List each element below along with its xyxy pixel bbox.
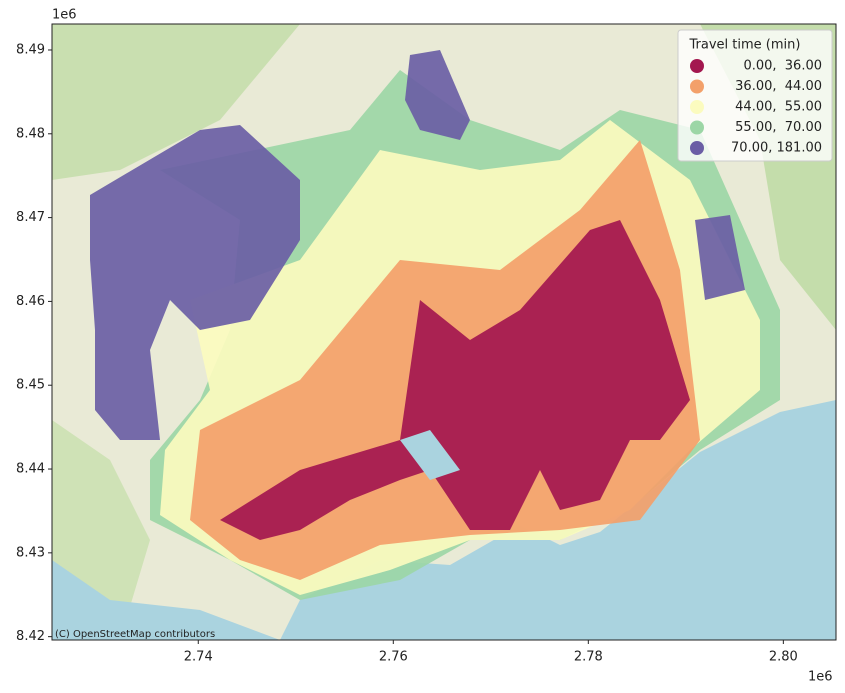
y-tick-label: 8.44 [16, 462, 45, 477]
x-tick-label: 2.80 [769, 650, 798, 665]
y-tick-label: 8.47 [16, 210, 45, 225]
x-tick-label: 2.74 [184, 650, 213, 665]
travel-zone [405, 50, 470, 140]
travel-zone [220, 220, 690, 540]
sea [280, 400, 836, 640]
x-offset-label: 1e6 [808, 670, 833, 685]
legend-marker [690, 141, 704, 155]
legend-marker [690, 120, 704, 135]
legend-label: 0.00, 36.00 [743, 59, 822, 74]
legend-label: 36.00, 44.00 [735, 79, 822, 94]
legend-title: Travel time (min) [689, 38, 801, 53]
y-offset-label: 1e6 [52, 8, 77, 23]
y-tick-label: 8.43 [16, 545, 45, 560]
attribution: (C) OpenStreetMap contributors [55, 629, 215, 640]
travel-zone [695, 215, 745, 300]
y-tick-label: 8.48 [16, 126, 45, 141]
legend-marker [690, 59, 704, 73]
legend-label: 44.00, 55.00 [735, 100, 822, 115]
axes-frame [51, 23, 837, 641]
y-tick-label: 8.46 [16, 294, 45, 309]
y-tick-label: 8.49 [16, 42, 45, 57]
y-tick-label: 8.42 [16, 629, 45, 644]
legend-marker [690, 100, 704, 114]
legend-label: 55.00, 70.00 [735, 120, 822, 135]
sea [52, 560, 280, 640]
bay [400, 430, 460, 480]
x-tick-label: 2.78 [574, 650, 603, 665]
legend-box [677, 29, 833, 162]
legend-label: 70.00, 181.00 [731, 141, 822, 156]
legend-marker [690, 79, 704, 94]
travel-zone [90, 125, 300, 440]
forest [52, 24, 300, 180]
x-tick-label: 2.76 [379, 650, 408, 665]
y-tick-label: 8.45 [16, 378, 45, 393]
